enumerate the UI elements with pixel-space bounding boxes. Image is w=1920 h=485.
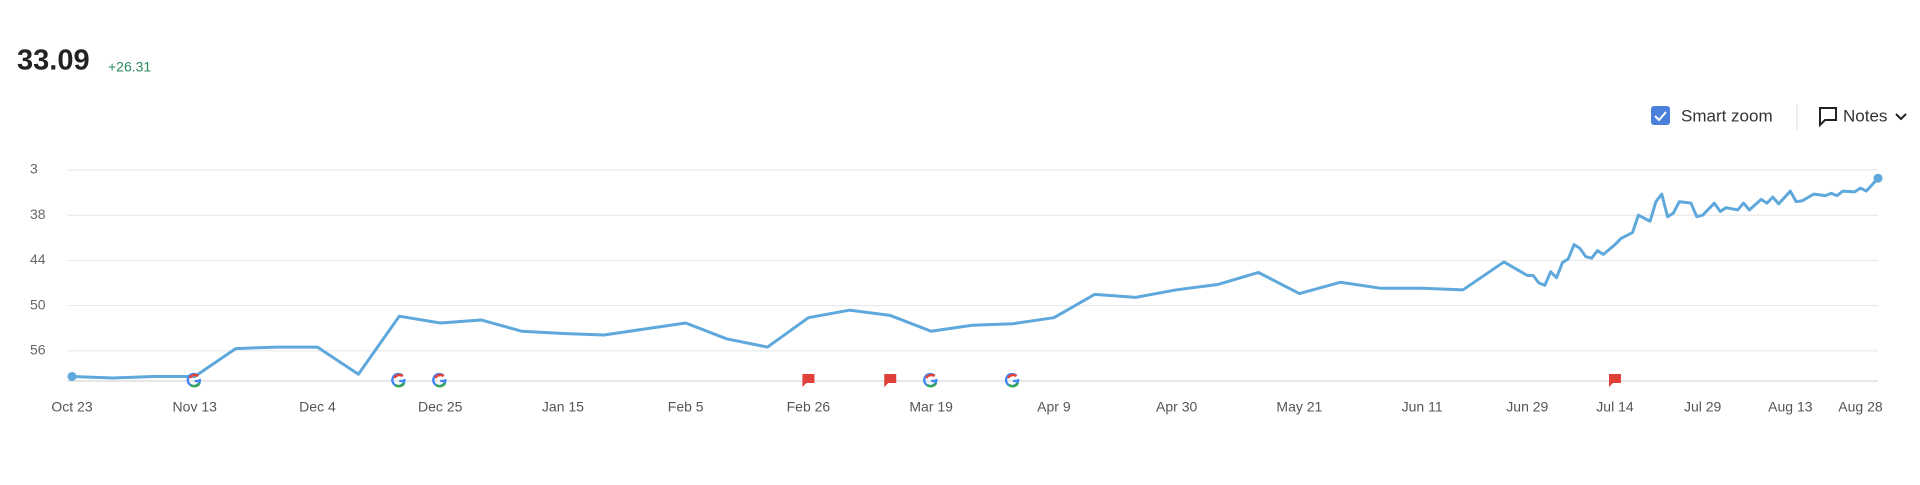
x-tick-label: Jun 11	[1402, 399, 1443, 415]
google-icon-green	[435, 382, 447, 388]
x-tick-label: Feb 26	[787, 399, 831, 415]
google-icon-red	[188, 373, 199, 379]
note-flag	[1608, 374, 1621, 387]
google-update-marker	[186, 372, 201, 388]
google-icon-red	[925, 373, 936, 379]
note-flag	[884, 374, 897, 387]
notes-button[interactable]: Notes	[1819, 106, 1907, 128]
google-icon-green	[926, 382, 938, 388]
google-update-marker	[391, 372, 406, 388]
series-line	[71, 177, 1880, 380]
x-tick-label: Nov 13	[173, 399, 218, 415]
x-tick-label: May 21	[1276, 399, 1322, 415]
x-tick-label: Dec 4	[299, 399, 336, 415]
note-marker	[884, 374, 897, 387]
smart-zoom-toggle[interactable]: Smart zoom	[1651, 106, 1773, 125]
x-tick-label: Jun 29	[1506, 399, 1548, 415]
x-tick-label: Jul 29	[1684, 399, 1722, 415]
chevron	[1895, 113, 1907, 121]
google-icon-green	[190, 382, 201, 388]
y-tick-label: 44	[30, 251, 46, 267]
google-icon-green	[1008, 382, 1020, 388]
notes-label: Notes	[1843, 106, 1887, 125]
smart-zoom-label: Smart zoom	[1681, 106, 1773, 125]
end-point	[67, 371, 77, 381]
note-marker	[1608, 374, 1621, 387]
google-icon-red	[1006, 373, 1018, 379]
y-tick-label: 56	[30, 342, 46, 358]
note-marker	[802, 374, 815, 387]
note-flag	[802, 374, 815, 387]
checkbox[interactable]	[1651, 106, 1670, 125]
x-tick-label: Feb 5	[668, 399, 704, 415]
google-icon-red	[434, 373, 445, 379]
x-tick-label: Apr 9	[1037, 399, 1071, 415]
x-tick-label: Apr 30	[1156, 399, 1197, 415]
chart: 3 38 44 50 56 Oct 23 Nov 13 Dec 4 Dec 25 Jan 15 Fe…	[30, 161, 1883, 415]
x-tick-label: Aug 13	[1768, 399, 1813, 415]
end-point	[1873, 173, 1883, 183]
y-tick-label: 38	[30, 206, 46, 222]
x-tick-label: Dec 25	[418, 399, 463, 415]
change-value: +26.31	[108, 59, 151, 75]
x-tick-label: Aug 28	[1838, 399, 1883, 415]
current-value: 33.09	[17, 45, 90, 77]
google-update-marker	[432, 372, 447, 388]
x-tick-label: Mar 19	[909, 399, 953, 415]
check-icon	[1654, 111, 1667, 122]
x-tick-label: Jul 14	[1596, 399, 1634, 415]
google-icon-green	[394, 382, 406, 388]
x-tick-label: Jan 15	[542, 399, 584, 415]
x-tick-label: Oct 23	[51, 399, 92, 415]
notes-icon	[1819, 107, 1837, 128]
y-tick-label: 3	[30, 161, 38, 177]
google-icon-red	[393, 373, 404, 379]
google-update-marker	[923, 372, 938, 388]
google-update-marker	[1004, 372, 1020, 388]
y-tick-label: 50	[30, 296, 46, 312]
